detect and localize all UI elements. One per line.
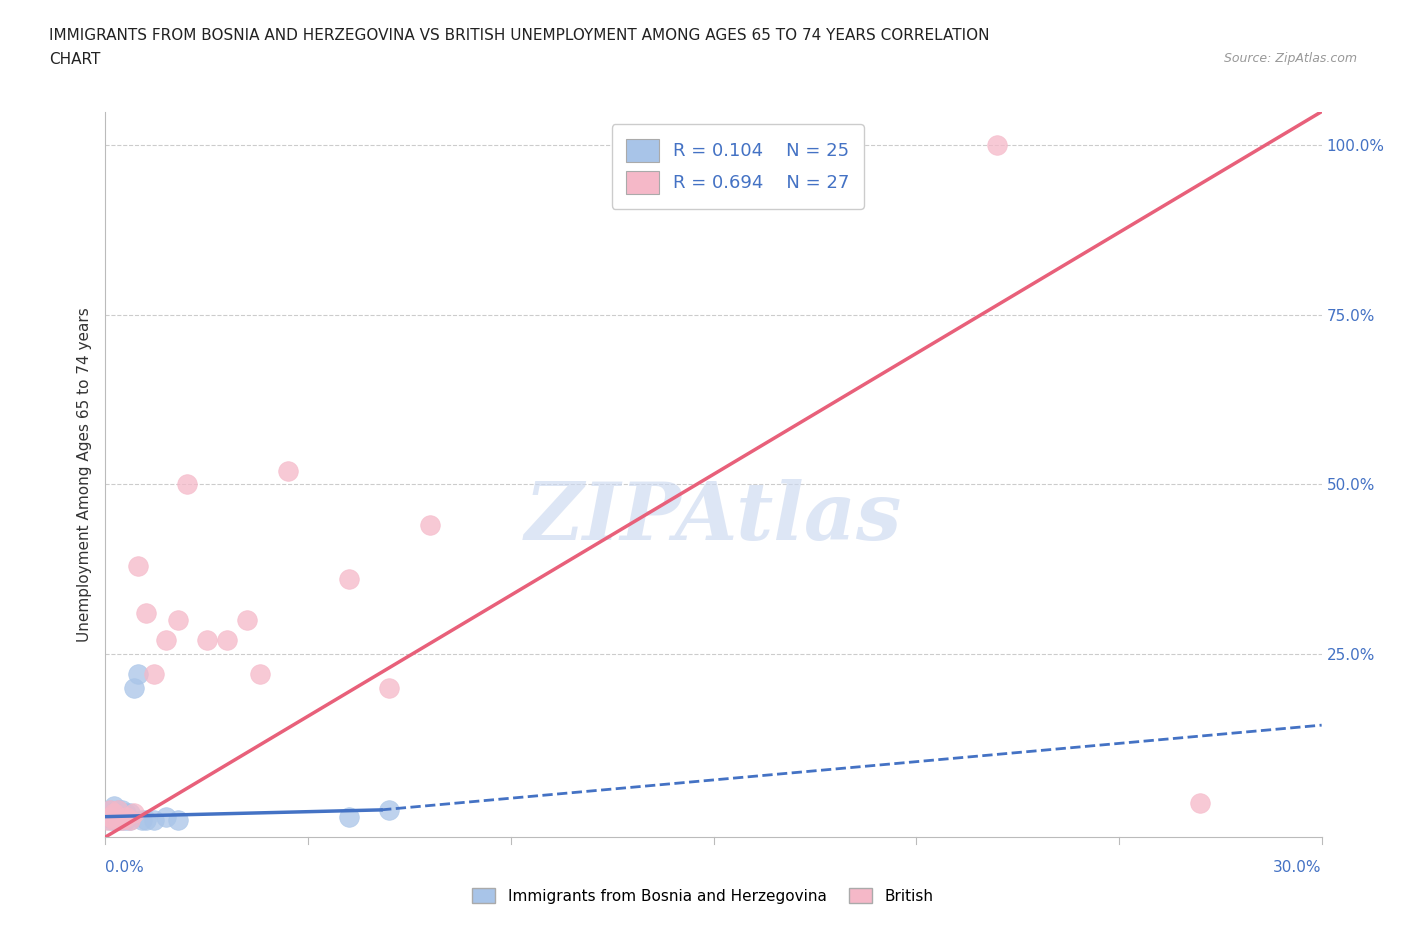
Point bbox=[118, 805, 141, 820]
Point bbox=[135, 605, 157, 620]
Point bbox=[114, 813, 136, 828]
Point bbox=[277, 463, 299, 478]
Point bbox=[100, 809, 122, 824]
Legend: R = 0.104    N = 25, R = 0.694    N = 27: R = 0.104 N = 25, R = 0.694 N = 27 bbox=[612, 125, 863, 208]
Point bbox=[107, 813, 129, 828]
Point bbox=[111, 803, 134, 817]
Point bbox=[107, 803, 129, 817]
Point bbox=[103, 805, 125, 820]
Point bbox=[1189, 796, 1212, 811]
Text: CHART: CHART bbox=[49, 52, 101, 67]
Point bbox=[118, 813, 141, 828]
Point bbox=[98, 803, 121, 817]
Point bbox=[103, 805, 125, 820]
Legend: Immigrants from Bosnia and Herzegovina, British: Immigrants from Bosnia and Herzegovina, … bbox=[465, 880, 941, 911]
Point bbox=[111, 813, 134, 828]
Point bbox=[98, 803, 121, 817]
Point bbox=[176, 477, 198, 492]
Point bbox=[155, 809, 177, 824]
Point bbox=[419, 518, 441, 533]
Text: ZIPAtlas: ZIPAtlas bbox=[524, 479, 903, 556]
Point bbox=[236, 613, 259, 628]
Point bbox=[167, 613, 190, 628]
Point bbox=[131, 813, 153, 828]
Point bbox=[195, 633, 218, 648]
Point bbox=[96, 809, 118, 824]
Y-axis label: Unemployment Among Ages 65 to 74 years: Unemployment Among Ages 65 to 74 years bbox=[76, 307, 91, 642]
Point bbox=[103, 813, 125, 828]
Point bbox=[107, 803, 129, 817]
Point bbox=[114, 805, 136, 820]
Point bbox=[217, 633, 239, 648]
Point bbox=[986, 138, 1008, 153]
Point bbox=[122, 805, 145, 820]
Point bbox=[378, 803, 401, 817]
Point bbox=[249, 667, 271, 682]
Text: IMMIGRANTS FROM BOSNIA AND HERZEGOVINA VS BRITISH UNEMPLOYMENT AMONG AGES 65 TO : IMMIGRANTS FROM BOSNIA AND HERZEGOVINA V… bbox=[49, 28, 990, 43]
Point bbox=[135, 813, 157, 828]
Point bbox=[98, 809, 121, 824]
Text: 0.0%: 0.0% bbox=[105, 860, 145, 875]
Point bbox=[103, 799, 125, 814]
Text: 30.0%: 30.0% bbox=[1274, 860, 1322, 875]
Point bbox=[122, 681, 145, 696]
Point bbox=[337, 809, 360, 824]
Point bbox=[167, 813, 190, 828]
Point bbox=[143, 667, 166, 682]
Point bbox=[98, 813, 121, 828]
Point bbox=[143, 813, 166, 828]
Point bbox=[118, 813, 141, 828]
Text: Source: ZipAtlas.com: Source: ZipAtlas.com bbox=[1223, 52, 1357, 65]
Point bbox=[127, 667, 149, 682]
Point bbox=[111, 813, 134, 828]
Point bbox=[114, 809, 136, 824]
Point bbox=[378, 681, 401, 696]
Point bbox=[96, 813, 118, 828]
Point bbox=[107, 813, 129, 828]
Point bbox=[127, 558, 149, 573]
Point bbox=[107, 809, 129, 824]
Point bbox=[103, 813, 125, 828]
Point bbox=[155, 633, 177, 648]
Point bbox=[337, 572, 360, 587]
